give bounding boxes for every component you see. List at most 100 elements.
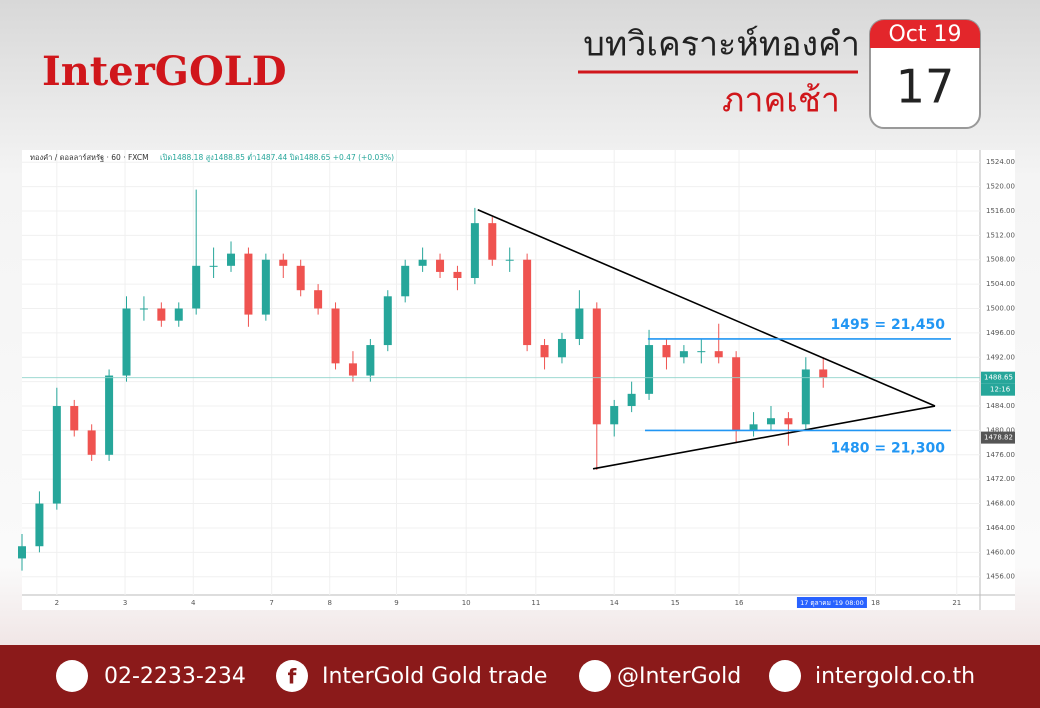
footer-bar: [0, 645, 1040, 708]
candle-body: [575, 308, 584, 339]
x-tick-label: 10: [462, 599, 471, 607]
candle-body: [523, 259, 532, 346]
y-tick-label: 1500.00: [986, 304, 1015, 312]
y-tick-label: 1516.00: [986, 207, 1015, 215]
x-tick-label: 9: [394, 599, 398, 607]
trendline: [592, 405, 936, 470]
price-label: 1488.65: [984, 374, 1013, 382]
x-tick-label: 3: [123, 599, 127, 607]
x-tick-label: 8: [327, 599, 331, 607]
candle-body: [453, 271, 462, 279]
cursor-label: 17 ตุลาคม '19 08:00: [800, 599, 864, 607]
y-tick-label: 1508.00: [986, 256, 1015, 264]
calendar-header: [870, 20, 980, 48]
candle-body: [261, 259, 270, 315]
candle-body: [557, 338, 566, 358]
symbol: ทองคำ / ดอลลาร์สหรัฐ · 60 · FXCM: [30, 153, 149, 162]
candle-body: [505, 259, 514, 261]
web-icon: [769, 660, 801, 692]
candle-body: [279, 259, 288, 266]
line-id: @InterGold: [617, 664, 741, 689]
chart-panel: [22, 150, 1015, 610]
x-tick-label: 16: [735, 599, 744, 607]
phone: 02-2233-234: [104, 664, 246, 689]
price-label-box: [981, 371, 1015, 384]
level-label: 1480 = 21,300: [831, 440, 946, 456]
x-tick-label: 18: [871, 599, 880, 607]
candle-body: [383, 296, 392, 346]
candle-body: [470, 223, 479, 279]
candle-body: [52, 406, 61, 504]
x-tick-label: 11: [531, 599, 540, 607]
facebook-glyph: f: [288, 665, 297, 689]
candle-body: [679, 351, 688, 358]
candle-body: [436, 259, 445, 272]
candle-body: [714, 351, 723, 358]
candle-body: [105, 375, 114, 455]
candle-body: [244, 253, 253, 315]
calendar-day: 17: [896, 60, 955, 114]
candle-body: [819, 369, 828, 378]
y-tick-label: 1460.00: [986, 548, 1015, 556]
candle-body: [174, 308, 183, 321]
candle-body: [662, 345, 671, 358]
price-label-box: [981, 431, 1015, 444]
candle-body: [801, 369, 810, 425]
y-tick-label: 1456.00: [986, 573, 1015, 581]
time-label: 12:16: [990, 386, 1011, 394]
candle-body: [70, 406, 79, 431]
facebook: InterGold Gold trade: [322, 664, 547, 689]
candle-body: [697, 351, 706, 353]
x-tick-label: 4: [191, 599, 196, 607]
candle-body: [645, 345, 654, 394]
level-label: 1495 = 21,450: [831, 317, 946, 333]
website: intergold.co.th: [815, 664, 975, 689]
candle-body: [157, 308, 166, 321]
x-tick-label: 14: [610, 599, 619, 607]
facebook-icon: [276, 660, 308, 692]
candle-body: [35, 503, 44, 547]
y-tick-label: 1464.00: [986, 524, 1015, 532]
x-tick-label: 21: [952, 599, 961, 607]
candle-body: [540, 345, 549, 358]
y-tick-label: 1476.00: [986, 451, 1015, 459]
subtitle: ภาคเช้า: [722, 81, 840, 121]
y-tick-label: 1492.00: [986, 353, 1015, 361]
y-tick-label: 1524.00: [986, 158, 1015, 166]
candle-body: [18, 546, 26, 559]
x-tick-label: 15: [671, 599, 680, 607]
candle-body: [122, 308, 131, 376]
candle-body: [209, 265, 218, 267]
trendline: [477, 209, 936, 407]
logo: InterGOLD: [42, 48, 287, 95]
y-tick-label: 1520.00: [986, 183, 1015, 191]
candle-body: [314, 290, 323, 309]
candle-body: [732, 357, 741, 431]
candle-body: [366, 345, 375, 376]
chart: 1456.00 1460.00 1464.00 1468.00 1472.00 1476.…: [18, 150, 1015, 608]
title: บทวิเคราะห์ทองคำ: [583, 25, 860, 65]
y-tick-label: 1472.00: [986, 475, 1015, 483]
candle-body: [749, 424, 758, 431]
candle-body: [766, 418, 775, 425]
price-label: 1478.82: [984, 434, 1013, 442]
y-tick-label: 1480.00: [986, 426, 1015, 434]
candle-body: [192, 265, 201, 309]
line-icon: [579, 660, 611, 692]
candle-body: [488, 223, 497, 260]
x-tick-label: 2: [55, 599, 59, 607]
candle-body: [627, 393, 636, 407]
candle-body: [87, 430, 96, 455]
y-tick-label: 1496.00: [986, 329, 1015, 337]
candle-body: [331, 308, 340, 364]
candle-body: [296, 265, 305, 291]
x-tick-label: 7: [269, 599, 273, 607]
candle-body: [592, 308, 601, 425]
time-label-box: [981, 383, 1015, 396]
candle-body: [784, 418, 793, 425]
y-tick-label: 1484.00: [986, 402, 1015, 410]
calendar-month: Oct 19: [888, 22, 961, 47]
y-tick-label: 1512.00: [986, 231, 1015, 239]
